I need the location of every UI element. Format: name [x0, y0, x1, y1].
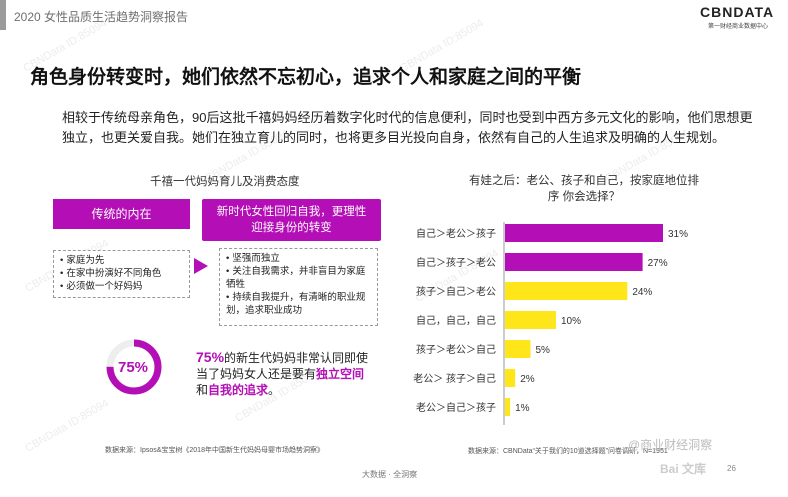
chart-source: 数据来源：CBNData“关于我们的10道选择题”问卷调研，N=1951	[468, 448, 668, 455]
traditional-list: 家庭为先 在家中扮演好不同角色 必须做一个好妈妈	[53, 250, 190, 298]
bar	[505, 224, 663, 242]
brand-watermark: @商业财经洞察	[628, 438, 713, 452]
value-label: 31%	[668, 229, 688, 240]
footer-tagline: 大数据 · 全洞察	[362, 470, 418, 479]
cbndata-logo: CBNDATA	[700, 4, 775, 20]
stat-text-part1: 的新生代妈妈非常认同即使当了妈妈女人还是要有	[196, 351, 369, 381]
value-label: 10%	[561, 316, 581, 327]
value-label: 5%	[535, 345, 550, 356]
stat-highlight-1: 独立空间	[316, 367, 365, 381]
stat-text-part2: 和	[196, 383, 209, 397]
list-item: 持续自我提升，有清晰的职业规划，追求职业成功	[226, 291, 371, 317]
list-item: 家庭为先	[60, 254, 183, 267]
category-label: 孩子＞老公＞自己	[416, 343, 496, 356]
top-bar	[0, 0, 788, 30]
bar	[505, 398, 511, 416]
bar	[505, 340, 531, 358]
left-source: 数据来源：Ipsos&宝宝树《2018年中国新生代妈妈母婴市场趋势洞察》	[105, 447, 324, 454]
value-label: 1%	[515, 403, 530, 414]
bar	[505, 311, 556, 329]
bar	[505, 282, 628, 300]
stat-text-part3: 。	[268, 383, 281, 397]
category-label: 老公＞自己＞孩子	[416, 401, 496, 414]
value-label: 2%	[520, 374, 535, 385]
ring-percentage: 75%	[118, 359, 149, 376]
category-label: 孩子＞自己＞老公	[416, 285, 496, 298]
list-item: 关注自我需求，并非盲目为家庭牺牲	[226, 265, 371, 291]
list-item: 坚强而独立	[226, 252, 371, 265]
value-label: 27%	[648, 258, 668, 269]
list-item: 在家中扮演好不同角色	[60, 267, 183, 280]
stat-highlight-2: 自我的追求	[208, 383, 269, 397]
page-number: 26	[727, 464, 736, 473]
category-label: 自己＞孩子＞老公	[416, 256, 496, 269]
logo-subtitle: 第一财经商业数据中心	[707, 24, 768, 30]
category-label: 自己，自己，自己	[416, 314, 496, 327]
ranking-bar-chart: 自己＞老公＞孩子 31% 自己＞孩子＞老公 27% 孩子＞自己＞老公 24% 自己，自己，自…	[413, 222, 688, 425]
traditional-pill: 传统的内在	[53, 199, 190, 229]
category-label: 自己＞老公＞孩子	[416, 227, 496, 240]
baidu-logo: Bai 文库	[660, 462, 707, 476]
modern-pill-line1: 新时代女性回归自我，更理性	[216, 206, 367, 218]
page-headline: 角色身份转变时，她们依然不忘初心，追求个人和家庭之间的平衡	[30, 67, 582, 88]
stat-text: 75%的新生代妈妈非常认同即使当了妈妈女人还是要有独立空间和自我的追求。	[196, 349, 376, 398]
chart-title: 有娃之后：老公、孩子和自己，按家庭地位排序 你会选择？	[469, 175, 699, 203]
ring-progress	[106, 339, 162, 395]
top-bar-accent	[0, 0, 6, 30]
stat-value: 75%	[196, 349, 225, 365]
percentage-ring	[106, 339, 162, 395]
bar	[505, 369, 516, 387]
modern-pill: 新时代女性回归自我，更理性 迎接身份的转变	[202, 199, 381, 241]
list-item: 必须做一个好妈妈	[60, 280, 183, 293]
bar	[505, 253, 643, 271]
category-label: 老公＞ 孩子＞自己	[413, 372, 496, 385]
intro-paragraph: 相较于传统母亲角色，90后这批千禧妈妈经历着数字化时代的信息便利，同时也受到中西…	[62, 110, 753, 145]
report-title: 2020 女性品质生活趋势洞察报告	[14, 10, 189, 24]
left-panel-title: 千禧一代妈妈育儿及消费态度	[150, 176, 300, 188]
modern-pill-line2: 迎接身份的转变	[251, 222, 332, 234]
value-label: 24%	[632, 287, 652, 298]
right-arrow-icon	[194, 258, 208, 274]
watermark: CBNData ID:85094	[23, 397, 111, 455]
modern-list: 坚强而独立 关注自我需求，并非盲目为家庭牺牲 持续自我提升，有清晰的职业规划，追…	[219, 248, 378, 326]
